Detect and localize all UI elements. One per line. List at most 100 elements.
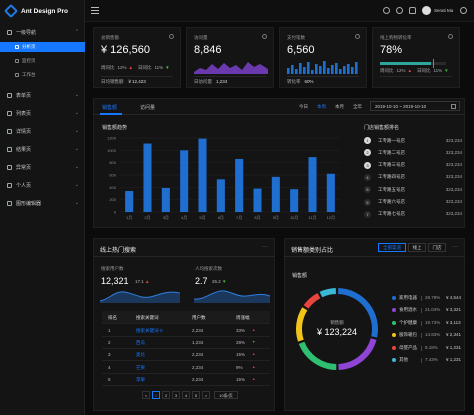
bar <box>271 176 280 212</box>
app-logo[interactable]: Ant Design Pro <box>3 3 68 19</box>
y-tick-label: 1200 <box>107 136 117 141</box>
bell-icon[interactable] <box>409 7 416 14</box>
category-tab-2[interactable]: 门店 <box>428 243 446 252</box>
sidebar-group-label: 一级导航 <box>16 29 37 36</box>
x-tick-label: 12月 <box>327 215 335 220</box>
legend-divider <box>421 358 422 363</box>
kpi-title: 支付笔数 <box>287 35 305 40</box>
menu-fold-icon[interactable] <box>91 7 99 14</box>
legend-dot <box>392 358 396 362</box>
pager-5[interactable]: 5 <box>192 391 200 399</box>
sidebar-group-4[interactable]: 结果页 ⌄ <box>0 144 85 154</box>
menu-group-icon <box>7 110 12 116</box>
legend-item[interactable]: 食用酒水 21.04% ¥ 3,321 <box>392 305 472 316</box>
kpi-value: 6,560 <box>287 44 315 56</box>
x-tick-label: 9月 <box>273 215 279 220</box>
store-value: 323,234 <box>445 199 462 204</box>
legend-pct: 8.18% <box>425 344 438 350</box>
kpi-footer-value: 60% <box>304 79 314 84</box>
store-name: 工专路七号店 <box>378 211 405 217</box>
keyword-link[interactable]: 西瓜 <box>136 340 145 346</box>
keyword-link[interactable]: 搜索关键词-0 <box>136 328 163 333</box>
sidebar-group-3[interactable]: 详情页 ⌄ <box>0 126 85 136</box>
legend-item[interactable]: 其他 7.43% ¥ 1,231 <box>392 355 472 366</box>
legend-name: 其他 <box>399 357 408 362</box>
x-tick-label: 2月 <box>144 215 150 220</box>
info-icon[interactable] <box>169 34 174 39</box>
column-header[interactable]: 用户数 <box>192 315 206 320</box>
sidebar-group-7[interactable]: 图形编辑器 ⌄ <box>0 198 85 208</box>
sidebar-group-6[interactable]: 个人页 ⌄ <box>0 180 85 190</box>
keyword-link[interactable]: 芒果 <box>136 364 145 370</box>
chevron-down-icon: ⌄ <box>74 128 79 134</box>
trend-value: 12% <box>117 65 127 70</box>
sales-tab-0[interactable]: 销售额 <box>102 105 118 111</box>
ranking-row: 2 工专路二号店 323,234 <box>364 147 466 159</box>
keyword-link[interactable]: 奥比 <box>136 352 145 358</box>
caret-down-icon: ▼ <box>222 279 227 284</box>
kpi-title: 访问量 <box>194 35 208 40</box>
pager-1[interactable]: 1 <box>152 391 160 399</box>
sidebar-group-2[interactable]: 列表页 ⌄ <box>0 108 85 118</box>
user-name[interactable]: Serati Ma <box>434 8 454 13</box>
ranking-row: 3 工专路三号店 323,234 <box>364 160 466 172</box>
search-icon[interactable] <box>383 7 390 14</box>
sales-tab-1[interactable]: 访问量 <box>140 105 156 111</box>
period-0[interactable]: 今日 <box>299 104 308 109</box>
info-icon[interactable] <box>262 34 267 39</box>
column-header[interactable]: 周涨幅 <box>236 315 250 320</box>
legend-item[interactable]: 服饰箱包 14.83% ¥ 2,341 <box>392 330 472 341</box>
period-1[interactable]: 本周 <box>317 104 326 109</box>
pager-0[interactable]: < <box>142 391 150 399</box>
period-3[interactable]: 全年 <box>353 104 362 109</box>
sidebar-group-5[interactable]: 异常页 ⌄ <box>0 162 85 172</box>
donut-slice <box>319 288 337 298</box>
legend-dot <box>392 333 396 338</box>
page-size-select[interactable]: 10条/页 <box>214 391 238 399</box>
more-icon[interactable]: ··· <box>452 244 458 250</box>
search-avg-area-chart <box>194 290 270 303</box>
legend-pct: 21.04% <box>425 307 441 313</box>
avatar[interactable] <box>422 6 431 15</box>
x-tick-label: 7月 <box>236 215 242 220</box>
legend-pct: 28.79% <box>425 295 441 300</box>
menu-group-icon <box>7 182 12 188</box>
kpi-value: 78% <box>380 44 403 56</box>
caret-up-icon: ▲ <box>128 65 133 70</box>
donut-center-value: ¥ 123,224 <box>316 327 358 337</box>
info-icon[interactable] <box>355 34 360 39</box>
row-users: 1,234 <box>192 340 204 346</box>
row-change: 15% <box>236 352 246 358</box>
pager-3[interactable]: 3 <box>172 391 180 399</box>
keyword-link[interactable]: 苹果 <box>136 376 145 382</box>
date-range-picker[interactable]: 2019-10-10 ~ 2019-10-10 <box>370 101 460 111</box>
legend-item[interactable]: 家用电器 28.79% ¥ 4,544 <box>392 293 472 304</box>
sidebar-item-1[interactable]: 监控页 <box>0 56 85 66</box>
sidebar-group-0[interactable]: 一级导航 ⌃ <box>0 27 85 37</box>
menu-item-icon <box>15 73 19 77</box>
menu-fold-icon-bar <box>91 10 99 11</box>
x-tick-label: 4月 <box>181 215 187 220</box>
legend-item[interactable]: 个护健康 19.73% ¥ 3,113 <box>392 318 472 329</box>
category-tab-1[interactable]: 线上 <box>408 243 426 252</box>
sidebar-group-1[interactable]: 表单页 ⌄ <box>0 90 85 100</box>
pager-6[interactable]: > <box>202 391 210 399</box>
sidebar-group-label: 详情页 <box>16 128 32 135</box>
kpi-trends: 周同比 12% ▲ 日同比 11% ▼ <box>380 68 449 74</box>
category-tab-0[interactable]: 全部渠道 <box>378 243 406 252</box>
more-icon[interactable]: ··· <box>262 244 268 250</box>
sidebar-item-0[interactable]: 分析页 <box>0 42 85 52</box>
legend-name: 个护健康 <box>399 319 417 325</box>
question-icon[interactable] <box>396 7 403 14</box>
active-tab-indicator <box>100 113 122 115</box>
pager-4[interactable]: 4 <box>182 391 190 399</box>
period-2[interactable]: 本月 <box>335 104 344 109</box>
calendar-icon <box>451 104 456 109</box>
info-icon[interactable] <box>448 34 453 39</box>
table-header: 排名 搜索关键词 用户数 周涨幅 <box>102 311 270 324</box>
y-tick-label: 1000 <box>107 148 117 153</box>
globe-icon[interactable] <box>460 7 467 14</box>
pager-2[interactable]: 2 <box>162 391 170 399</box>
sidebar-item-2[interactable]: 工作台 <box>0 70 85 80</box>
legend-item[interactable]: 母婴产品 8.18% ¥ 1,231 <box>392 343 472 354</box>
